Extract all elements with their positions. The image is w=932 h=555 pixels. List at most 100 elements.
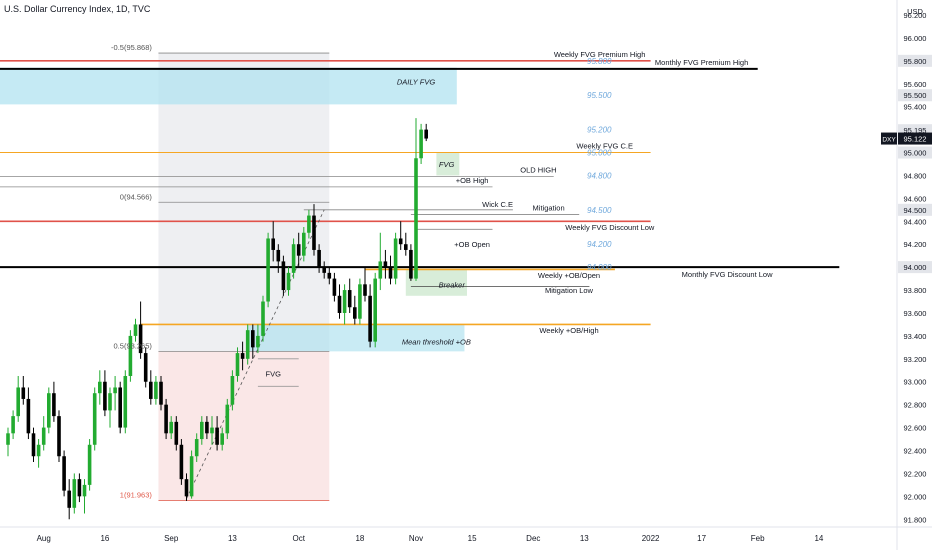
level-price-label: 94.000	[587, 263, 612, 272]
price-tag-box	[898, 146, 932, 159]
candle-body	[307, 215, 311, 233]
candle-body	[251, 330, 255, 348]
candle-body	[138, 324, 143, 354]
fib-level-label: -0.5(95.868)	[111, 43, 152, 52]
price-axis-tick: 94.400	[904, 217, 927, 226]
price-tag-box	[898, 54, 932, 67]
annotation-label: Monthly FVG Discount Low	[682, 270, 773, 279]
candle-body	[128, 335, 133, 377]
candle-body	[123, 376, 128, 428]
candle-body	[378, 261, 383, 279]
candle-body	[266, 238, 270, 302]
price-tag-box	[898, 89, 932, 102]
annotation-label: Wick C.E	[482, 200, 513, 209]
time-axis-tick: 2022	[642, 534, 660, 543]
candle-body	[261, 301, 265, 336]
mean-threshold-box	[247, 324, 465, 352]
price-axis-tick: 95.600	[904, 80, 927, 89]
daily-fvg-box	[0, 67, 457, 105]
annotation-label: Mitigation Low	[545, 286, 594, 295]
candle-body	[52, 393, 56, 417]
candle-body	[240, 353, 245, 359]
candle-body	[169, 421, 173, 434]
candle-body	[174, 421, 179, 445]
fib-level-label: 0.5(93.265)	[114, 341, 153, 350]
time-axis-tick: Nov	[409, 534, 423, 543]
candle-body	[276, 249, 281, 262]
candle-body	[179, 444, 184, 480]
level-price-label: 94.500	[587, 206, 612, 215]
candle-body	[133, 324, 138, 336]
price-axis-tick: 96.200	[904, 11, 927, 20]
annotation-label: DAILY FVG	[397, 77, 436, 86]
candle-body	[419, 129, 423, 159]
annotation-label: Weekly FVG C.E	[576, 142, 633, 151]
price-axis-tick: 92.000	[904, 492, 927, 501]
price-axis-tick: 91.800	[904, 515, 927, 524]
fib-level-label: 0(94.566)	[120, 192, 153, 201]
price-axis-tick: 94.600	[904, 194, 927, 203]
candle-body	[393, 238, 398, 279]
candle-body	[409, 249, 413, 279]
fib-box-red	[158, 351, 330, 501]
annotation-label: OLD HIGH	[520, 166, 556, 175]
time-axis-tick: 16	[100, 534, 109, 543]
candle-body	[154, 381, 158, 399]
price-axis-tick: 95.800	[904, 57, 927, 66]
candle-body	[103, 381, 107, 411]
candle-body	[47, 393, 51, 428]
candle-body	[77, 479, 82, 497]
price-axis-tick: 93.000	[904, 378, 927, 387]
price-axis-tick: 95.195	[904, 126, 927, 135]
time-axis-tick: Oct	[292, 534, 305, 543]
candle-body	[98, 381, 102, 394]
candle-body	[368, 295, 372, 342]
annotation-label: Mean threshold +OB	[402, 338, 471, 347]
level-price-label: 95.500	[587, 91, 612, 100]
price-axis-tick: 94.800	[904, 171, 927, 180]
level-price-label: 95.800	[587, 57, 612, 66]
candle-body	[31, 433, 36, 457]
candle-body	[87, 444, 92, 485]
candle-body	[347, 290, 352, 308]
candle-body	[363, 284, 367, 296]
candle-body	[210, 427, 214, 434]
candle-body	[256, 335, 260, 348]
fvg-box	[436, 152, 460, 176]
candle-body	[312, 215, 316, 250]
time-axis-tick: Sep	[164, 534, 179, 543]
candle-body	[342, 290, 347, 313]
candle-body	[373, 278, 377, 342]
candle-body	[108, 393, 112, 411]
candle-body	[271, 238, 275, 250]
level-price-label: 94.800	[587, 171, 612, 180]
candle-body	[113, 387, 117, 394]
level-price-label: 95.200	[587, 126, 612, 135]
candle-body	[67, 490, 71, 508]
price-axis-tick: 94.200	[904, 240, 927, 249]
price-axis-tick: 93.800	[904, 286, 927, 295]
price-axis-tick: 95.500	[904, 91, 927, 100]
candle-body	[225, 404, 230, 434]
price-tag-box	[898, 261, 932, 274]
candle-body	[388, 267, 393, 279]
time-axis-tick: Aug	[37, 534, 51, 543]
candle-body	[414, 158, 418, 279]
level-price-label: 95.000	[587, 149, 612, 158]
price-axis-tick: 93.200	[904, 355, 927, 364]
candle-body	[322, 267, 326, 273]
candle-body	[57, 416, 61, 457]
candle-body	[36, 444, 41, 457]
fib-level-label: 1(91.963)	[120, 491, 153, 500]
candle-body	[92, 393, 97, 445]
annotation-label: Breaker	[439, 280, 466, 289]
annotation-label: FVG	[265, 370, 281, 379]
time-axis-tick: 13	[228, 534, 237, 543]
symbol-tag	[881, 132, 897, 145]
time-axis-tick: 13	[580, 534, 589, 543]
last-price-value: 95.122	[904, 135, 927, 144]
candle-body	[194, 439, 199, 457]
candle-body	[26, 398, 31, 434]
